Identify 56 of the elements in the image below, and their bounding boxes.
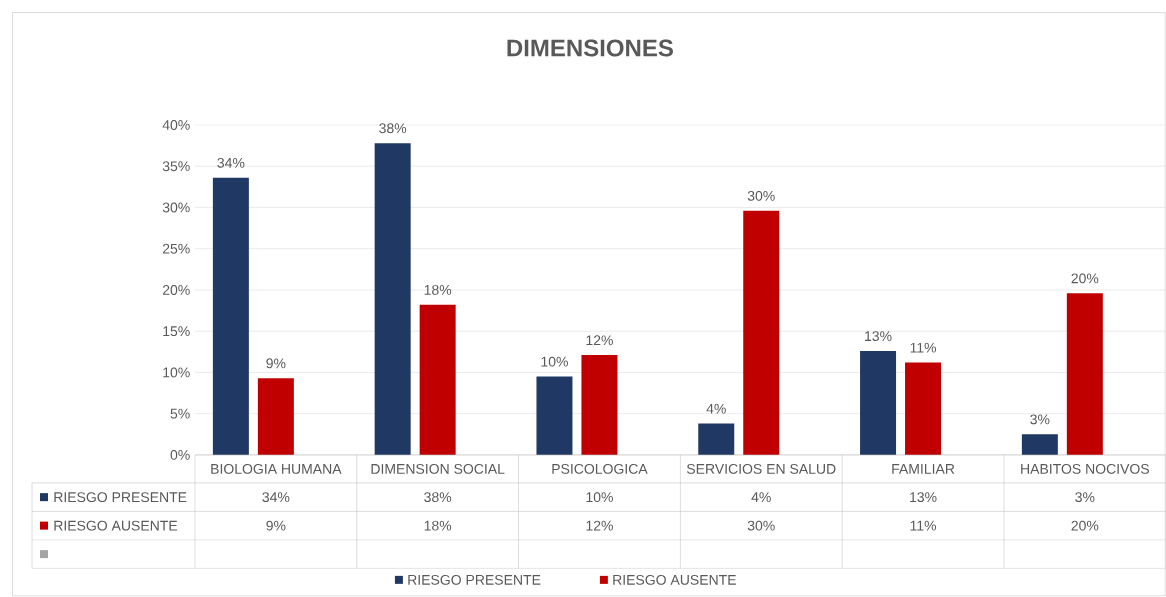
text: RIESGO AUSENTE [613, 574, 736, 585]
text: 18% [424, 285, 452, 295]
bar [581, 355, 618, 455]
data-label: 18% [424, 520, 452, 531]
legend-label: RIESGO PRESENTE [54, 492, 187, 503]
y-tick-label: 10% [163, 367, 190, 378]
bar [860, 351, 897, 455]
y-tick-label: 35% [162, 161, 190, 172]
text: 34% [217, 158, 245, 168]
y-tick-label: 30% [162, 202, 190, 213]
x-tick-label: HABITOS NOCIVOS [1021, 464, 1150, 474]
text: 13% [865, 331, 892, 342]
legend-label: RIESGO AUSENTE [54, 520, 178, 531]
chart-title: DIMENSIONES [507, 39, 673, 57]
text: 10% [541, 356, 568, 367]
bar [1021, 434, 1058, 455]
x-tick-label: FAMILIAR [892, 464, 955, 474]
x-tick-label: BIOLOGIA HUMANA [211, 464, 342, 474]
text: 12% [586, 335, 613, 346]
bar [1066, 293, 1103, 455]
text: 9% [266, 358, 286, 369]
text: 3% [1030, 414, 1050, 425]
bar [257, 378, 294, 455]
bar [743, 210, 780, 455]
text: 30% [747, 190, 775, 201]
y-tick-label: 20% [162, 285, 190, 295]
text: 20% [1071, 273, 1099, 284]
x-tick-label: SERVICIOS EN SALUD [686, 464, 836, 474]
data-label: 11% [910, 520, 937, 531]
data-label: 13% [910, 492, 937, 503]
y-tick-label: 5% [170, 408, 190, 419]
y-tick-label: 25% [162, 243, 190, 254]
bar [698, 423, 735, 455]
data-label: 12% [586, 520, 613, 531]
data-label: 9% [266, 520, 286, 531]
bar [374, 143, 411, 455]
bar [419, 304, 456, 455]
data-label: 3% [1075, 492, 1095, 503]
x-tick-label: PSICOLOGICA [552, 464, 648, 474]
x-tick-label: DIMENSION SOCIAL [371, 464, 505, 474]
y-tick-label: 0% [170, 450, 190, 460]
text: RIESGO PRESENTE [408, 574, 541, 585]
data-label: 38% [424, 492, 452, 503]
data-label: 30% [747, 520, 775, 531]
text: 38% [379, 123, 407, 134]
bar [905, 362, 942, 455]
data-label: 4% [751, 492, 771, 503]
data-label: 34% [262, 492, 290, 503]
y-tick-label: 40% [162, 120, 190, 131]
y-tick-label: 15% [163, 326, 190, 337]
data-label: 10% [586, 492, 613, 503]
data-label: 20% [1071, 520, 1099, 531]
text: 11% [910, 342, 937, 353]
bar [212, 177, 249, 455]
text: 4% [706, 403, 726, 414]
bar [536, 376, 573, 455]
